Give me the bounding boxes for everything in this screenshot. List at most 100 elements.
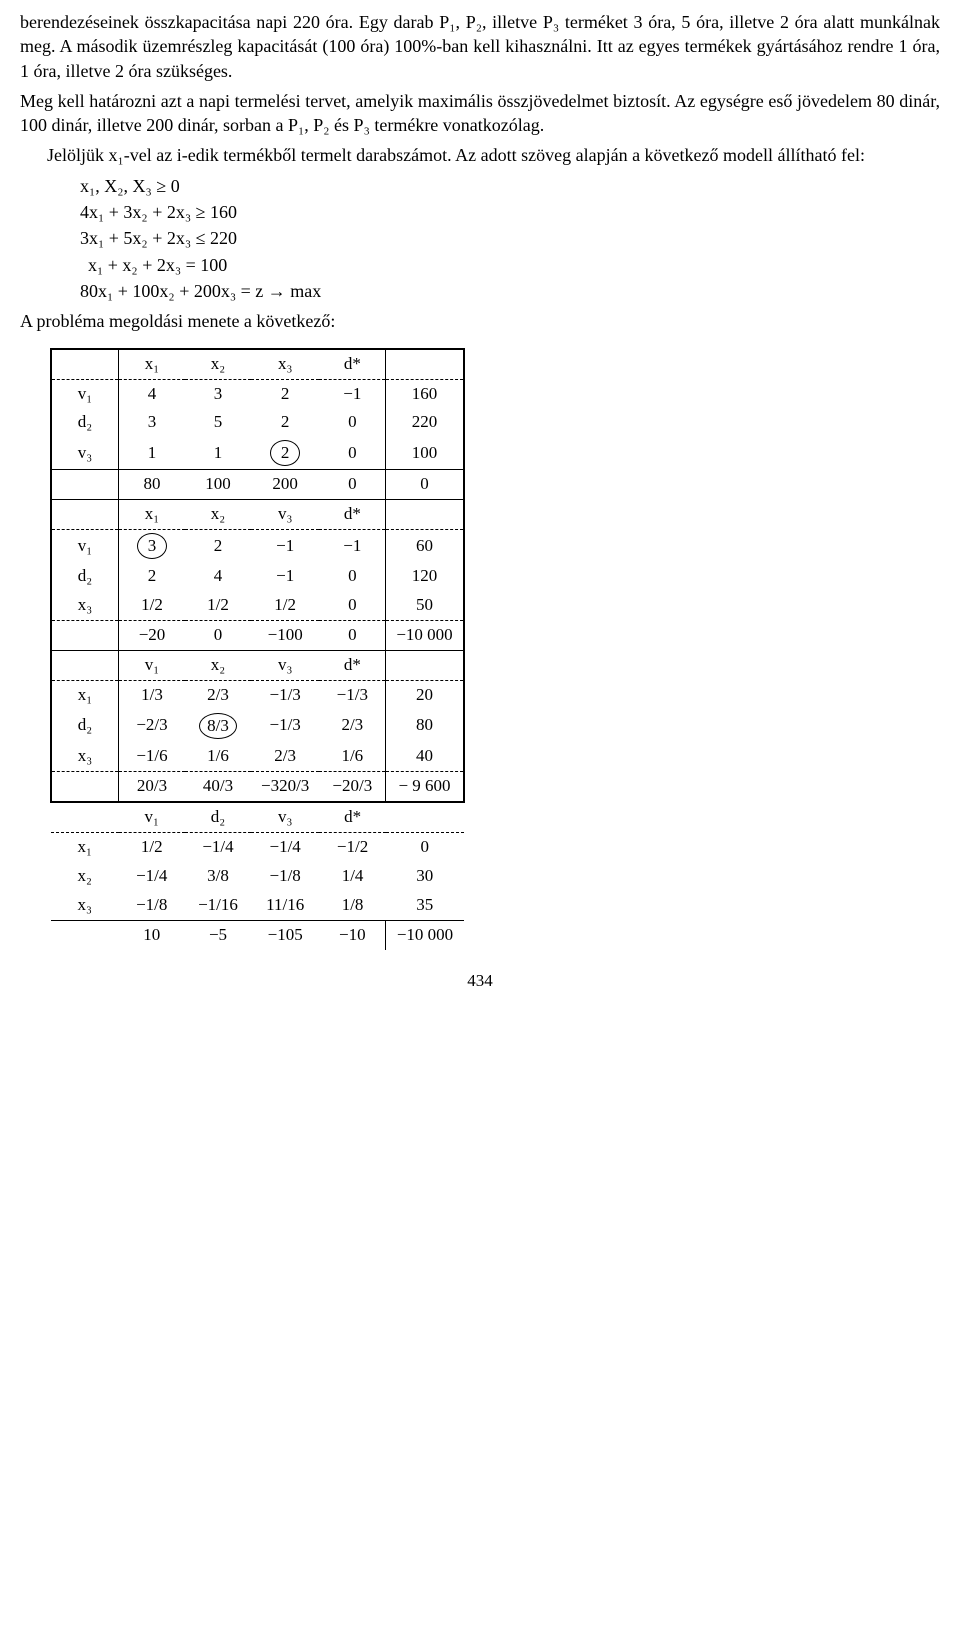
p4-r1-c4: −1/2 [319,832,386,861]
p2-r1-rhs: 60 [386,530,464,563]
p2-hdr-x2: x₂ [185,500,251,530]
p3-hdr-dstar: d* [319,651,386,681]
p4-s-c4: −10 [319,920,386,949]
p4-r2-c4: 1/4 [319,862,386,891]
p3-r2-label: d₂ [51,710,119,742]
p2-r2-rhs: 120 [386,562,464,591]
p4-r3-label: x₃ [51,891,119,920]
p3-r1-c1: 1/3 [119,681,186,710]
p1-r1-label: v₁ [51,379,119,408]
paragraph-4: A probléma megoldási menete a következő: [20,309,940,333]
p4-s-c2: −5 [185,920,251,949]
p3-r1-rhs: 20 [386,681,464,710]
p2-r3-c4: 0 [319,591,386,620]
p2-s-c2: 0 [185,621,251,651]
p2-r1-label: v₁ [51,530,119,563]
p2-r1-c3: −1 [251,530,319,563]
model-line-3: 3x₁ + 5x₂ + 2x₃ ≤ 220 [80,226,940,250]
p2-s-c3: −100 [251,621,319,651]
p4-r1-rhs: 0 [386,832,464,861]
p2-r3-c1: 1/2 [119,591,186,620]
p3-r1-c4: −1/3 [319,681,386,710]
p2-hdr-dstar: d* [319,500,386,530]
hdr-dstar: d* [319,349,386,379]
p4-r2-c1: −1/4 [119,862,186,891]
p2-r2-c3: −1 [251,562,319,591]
p1-r1-c4: −1 [319,379,386,408]
p4-r1-c2: −1/4 [185,832,251,861]
p2-r2-c2: 4 [185,562,251,591]
p3-r2-c1: −2/3 [119,710,186,742]
p1-r2-rhs: 220 [386,408,464,437]
p4-r3-c2: −1/16 [185,891,251,920]
p1-r3-pivot: 2 [251,437,319,470]
model-line-4: x₁ + x₂ + 2x₃ = 100 [80,253,940,277]
p3-r2-c4: 2/3 [319,710,386,742]
p4-hdr-dstar: d* [319,802,386,832]
paragraph-1: berendezéseinek összkapacitása napi 220 … [20,10,940,83]
p3-r3-c3: 2/3 [251,742,319,771]
p2-s-rhs: −10 000 [386,621,464,651]
p3-s-rhs: − 9 600 [386,771,464,801]
p2-r1-c2: 2 [185,530,251,563]
p4-r2-label: x₂ [51,862,119,891]
model-line-1: x₁, X₂, X₃ ≥ 0 [80,174,940,198]
p2-r2-c4: 0 [319,562,386,591]
p1-r2-c4: 0 [319,408,386,437]
p1-s-rhs: 0 [386,470,464,500]
p1-r3-c1: 1 [119,437,186,470]
p1-r2-c1: 3 [119,408,186,437]
p1-s-c3: 200 [251,470,319,500]
p2-r3-c2: 1/2 [185,591,251,620]
p3-r1-c3: −1/3 [251,681,319,710]
p3-r3-label: x₃ [51,742,119,771]
p2-r3-rhs: 50 [386,591,464,620]
p4-s-c3: −105 [251,920,319,949]
p3-r3-c4: 1/6 [319,742,386,771]
p4-hdr-v3: v₃ [251,802,319,832]
p2-r2-label: d₂ [51,562,119,591]
p1-r3-label: v₃ [51,437,119,470]
paragraph-2: Meg kell határozni azt a napi termelési … [20,89,940,138]
p1-r3-rhs: 100 [386,437,464,470]
p3-r3-c1: −1/6 [119,742,186,771]
p2-r3-label: x₃ [51,591,119,620]
p1-r1-c2: 3 [185,379,251,408]
p4-r1-c1: 1/2 [119,832,186,861]
p4-r3-c4: 1/8 [319,891,386,920]
p2-r2-c1: 2 [119,562,186,591]
p3-r3-rhs: 40 [386,742,464,771]
simplex-table: x₁ x₂ x₃ d* v₁ 4 3 2 −1 1 60 d₂ 3 5 2 0 2… [50,348,465,950]
model-line-2: 4x₁ + 3x₂ + 2x₃ ≥ 160 [80,200,940,224]
hdr-x1: x₁ [119,349,186,379]
p2-r1-c4: −1 [319,530,386,563]
page-number: 434 [20,970,940,993]
p4-r2-c3: −1/8 [251,862,319,891]
p1-s-c1: 80 [119,470,186,500]
p3-r2-rhs: 80 [386,710,464,742]
p1-r2-c2: 5 [185,408,251,437]
p3-s-c1: 20/3 [119,771,186,801]
p3-r1-c2: 2/3 [185,681,251,710]
p3-r2-c3: −1/3 [251,710,319,742]
p4-r3-c1: −1/8 [119,891,186,920]
p4-r3-c3: 11/16 [251,891,319,920]
p3-s-c3: −320/3 [251,771,319,801]
p2-s-c4: 0 [319,621,386,651]
p4-hdr-d2: d₂ [185,802,251,832]
p1-r3-c2: 1 [185,437,251,470]
p4-r2-c2: 3/8 [185,862,251,891]
p3-hdr-v3: v₃ [251,651,319,681]
p4-r3-rhs: 35 [386,891,464,920]
p4-hdr-v1: v₁ [119,802,186,832]
p4-r1-c3: −1/4 [251,832,319,861]
p2-hdr-v3: v₃ [251,500,319,530]
p2-s-c1: −20 [119,621,186,651]
model-block: x₁, X₂, X₃ ≥ 0 4x₁ + 3x₂ + 2x₃ ≥ 160 3x₁… [80,174,940,303]
p4-r1-label: x₁ [51,832,119,861]
p3-hdr-x2: x₂ [185,651,251,681]
p4-r2-rhs: 30 [386,862,464,891]
p2-hdr-x1: x₁ [119,500,186,530]
p1-r3-c4: 0 [319,437,386,470]
hdr-x3: x₃ [251,349,319,379]
